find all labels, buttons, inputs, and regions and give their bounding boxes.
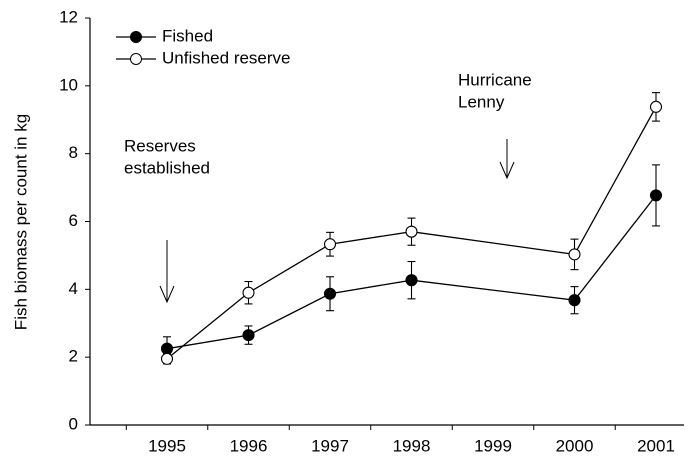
legend-marker <box>130 53 142 65</box>
series-line <box>166 106 657 360</box>
annotation: Hurricane <box>458 70 532 89</box>
arrow-head <box>159 285 175 304</box>
marker <box>568 248 581 261</box>
x-tick-label: 2000 <box>556 436 594 455</box>
x-tick-label: 1996 <box>230 436 268 455</box>
annotation: established <box>124 158 210 177</box>
marker <box>405 225 418 238</box>
marker <box>323 238 337 251</box>
annotation: Reserves <box>124 136 196 155</box>
y-tick-label: 6 <box>69 211 78 230</box>
y-tick-label: 2 <box>69 347 78 366</box>
marker <box>242 286 255 299</box>
marker <box>568 294 581 307</box>
marker <box>160 342 174 355</box>
y-tick-label: 4 <box>69 279 78 298</box>
legend-label: Unfished reserve <box>162 48 291 67</box>
y-tick-label: 12 <box>59 7 78 26</box>
x-tick-label: 2001 <box>637 436 675 455</box>
y-tick-label: 8 <box>69 143 78 162</box>
legend-marker <box>130 31 142 43</box>
marker <box>405 274 418 287</box>
x-tick-label: 1999 <box>474 436 512 455</box>
annotation: Lenny <box>458 92 505 111</box>
marker <box>649 100 663 113</box>
marker <box>323 287 337 300</box>
y-tick-label: 10 <box>59 75 78 94</box>
series-line <box>166 194 657 350</box>
x-tick-label: 1997 <box>311 436 349 455</box>
marker <box>649 189 663 202</box>
x-tick-label: 1995 <box>148 436 186 455</box>
x-tick-label: 1998 <box>393 436 431 455</box>
y-axis-label: Fish biomass per count in kg <box>11 114 30 330</box>
arrow-head <box>499 161 515 180</box>
legend-label: Fished <box>162 26 213 45</box>
marker <box>160 352 174 365</box>
marker <box>242 329 255 342</box>
y-tick-label: 0 <box>69 414 78 433</box>
